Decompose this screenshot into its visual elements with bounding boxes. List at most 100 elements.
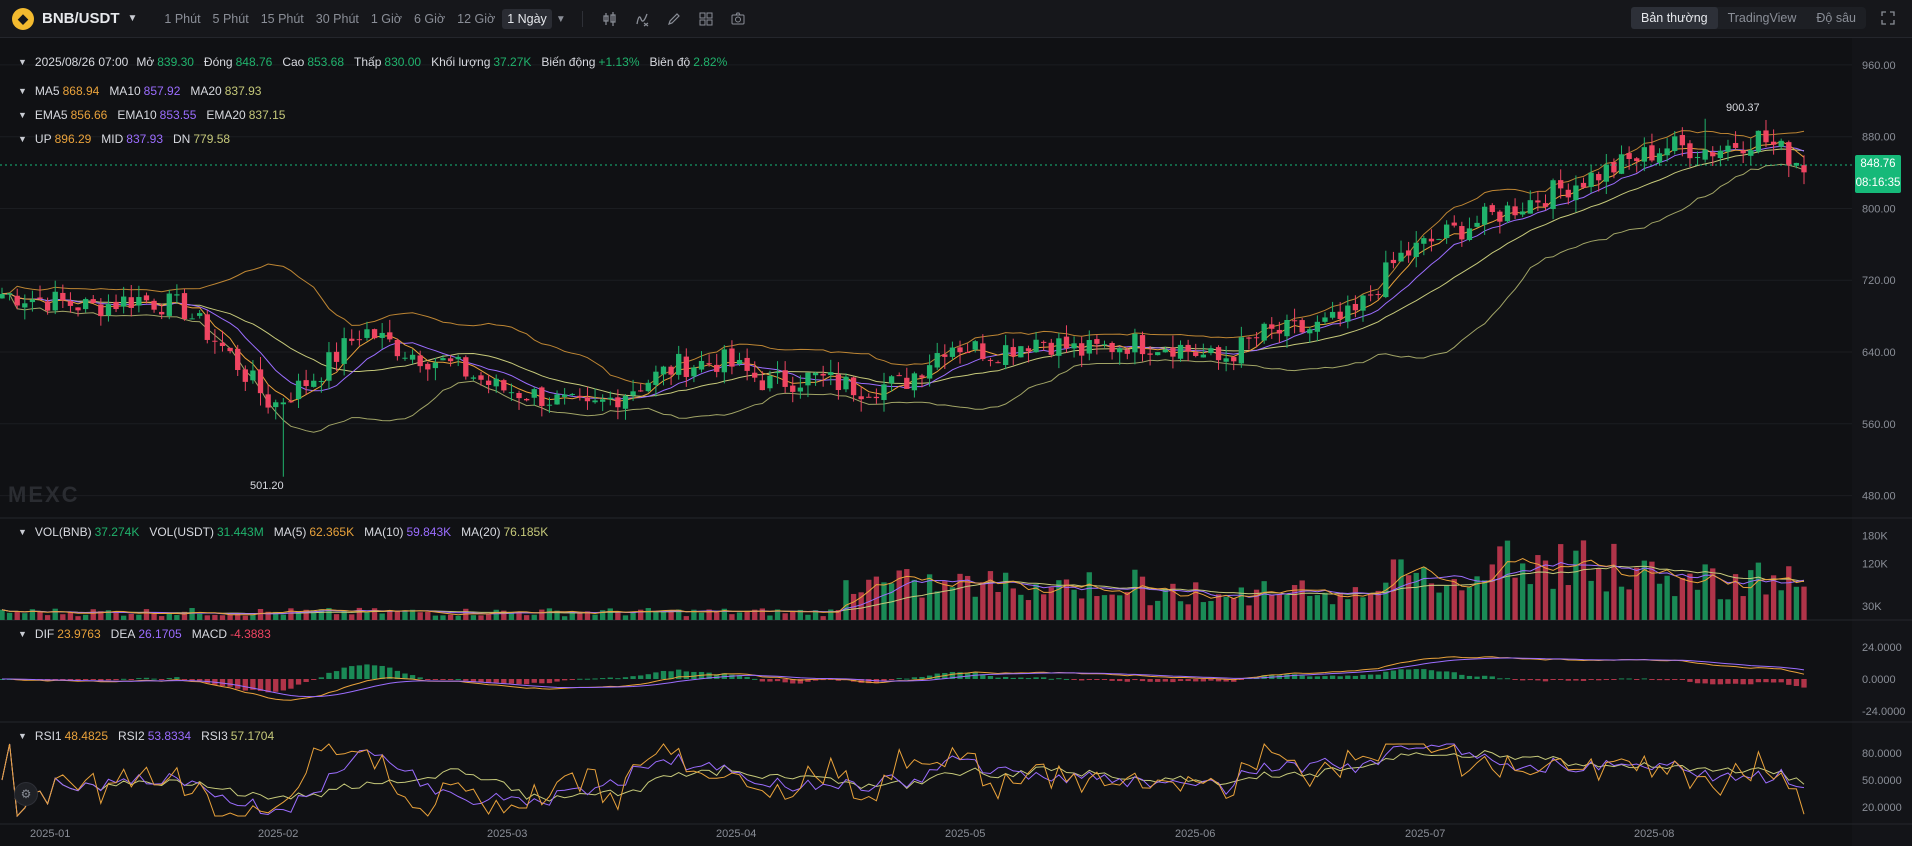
interval-1m[interactable]: 1 Phút	[164, 11, 201, 26]
candle-body	[409, 354, 416, 360]
candle-body	[949, 347, 956, 357]
macd-bar	[774, 679, 781, 682]
interval-dropdown-icon[interactable]: ▼	[555, 14, 566, 25]
candle-body	[1466, 228, 1473, 241]
candle-body	[1314, 321, 1321, 332]
ema-toggle-icon[interactable]: ▼	[18, 110, 27, 120]
macd-toggle-icon[interactable]: ▼	[18, 629, 27, 639]
candle-body	[1710, 152, 1716, 157]
vol-toggle-icon[interactable]: ▼	[18, 527, 27, 537]
macd-bar	[1375, 674, 1381, 679]
candle-body	[1033, 339, 1039, 353]
volume-bar	[615, 612, 621, 620]
candle-body	[197, 313, 203, 316]
rsi1-label: RSI1	[34, 729, 62, 743]
macd-bar	[904, 678, 910, 680]
macd-bar	[812, 679, 819, 681]
candle-body	[120, 296, 127, 307]
candle-body	[311, 380, 317, 387]
ma-toggle-icon[interactable]: ▼	[18, 86, 27, 96]
volume-bar	[159, 616, 165, 620]
macd-bar	[1345, 675, 1351, 679]
macd-bar	[417, 677, 423, 679]
view-tradingview[interactable]: TradingView	[1727, 11, 1797, 25]
candle-body	[1246, 337, 1252, 339]
candle-type-icon[interactable]	[601, 10, 619, 28]
volume-bar	[166, 613, 172, 620]
volume-bar	[1177, 601, 1184, 620]
interval-12h[interactable]: 12 Giờ	[457, 11, 496, 26]
volume-bar	[273, 611, 279, 620]
macd-bar	[493, 679, 499, 683]
chart-settings-icon[interactable]: ⚙	[14, 782, 38, 806]
camera-icon[interactable]	[729, 10, 747, 28]
candle-body	[706, 363, 712, 365]
fullscreen-icon[interactable]	[1880, 10, 1898, 28]
volume-bar	[120, 615, 127, 620]
dif-label: DIF	[34, 627, 55, 641]
kline-chart[interactable]: 960.00 880.00 800.00 720.00 640.00 560.00 480.…	[0, 38, 1912, 846]
volume-bar	[1710, 568, 1716, 620]
volume-bar	[364, 612, 370, 620]
volume-bar	[577, 613, 583, 620]
price-axis: 960.00 880.00 800.00 720.00 640.00 560.00 480.…	[1862, 60, 1905, 814]
time-tick: 2025-08	[1634, 828, 1674, 840]
boll-lower-line	[1, 163, 1805, 433]
candle-body	[1520, 211, 1526, 215]
volume-bar	[653, 611, 659, 620]
macd-bar	[326, 672, 332, 679]
draw-icon[interactable]	[665, 10, 683, 28]
candle-body	[143, 295, 150, 301]
macd-bar	[501, 679, 507, 684]
volume-bar	[706, 609, 712, 620]
macd-bar	[98, 679, 104, 681]
candle-body	[1770, 141, 1777, 145]
boll-toggle-icon[interactable]: ▼	[18, 134, 27, 144]
symbol-title[interactable]: BNB/USDT	[42, 10, 120, 27]
symbol-dropdown-icon[interactable]: ▼	[127, 13, 138, 24]
volume-bar	[174, 615, 180, 620]
volume-bar	[1185, 604, 1191, 620]
volume-bar	[1056, 580, 1062, 620]
candle-body	[1687, 143, 1693, 159]
legend-toggle-icon[interactable]: ▼	[18, 57, 27, 67]
candle-body	[1367, 294, 1374, 296]
candle-body	[843, 376, 849, 390]
candle-body	[1443, 224, 1450, 239]
candle-body	[1208, 348, 1214, 354]
macd-tick: 0.0000	[1862, 674, 1896, 686]
candle-body	[926, 365, 933, 379]
view-basic[interactable]: Bản thường	[1630, 7, 1718, 29]
tool-list	[601, 10, 747, 28]
candle-body	[607, 397, 613, 400]
interval-30m[interactable]: 30 Phút	[315, 11, 359, 26]
volume-bar	[455, 615, 461, 620]
time-tick: 2025-02	[258, 828, 298, 840]
volume-bar	[1117, 595, 1123, 620]
interval-15m[interactable]: 15 Phút	[260, 11, 304, 26]
volume-bar	[326, 608, 332, 620]
volume-bar	[29, 609, 36, 620]
macd-bar	[455, 678, 461, 680]
candle-body	[6, 293, 13, 295]
candle-body	[90, 299, 96, 303]
candle-body	[980, 343, 986, 360]
interval-5m[interactable]: 5 Phút	[212, 11, 249, 26]
indicator-icon[interactable]	[633, 10, 651, 28]
candle-body	[888, 376, 895, 384]
layout-icon[interactable]	[697, 10, 715, 28]
candle-body	[1398, 252, 1404, 262]
macd-bar	[1101, 679, 1108, 680]
interval-1h[interactable]: 1 Giờ	[370, 11, 402, 26]
interval-1d[interactable]: 1 Ngày	[502, 8, 552, 29]
boll-dn-label: DN	[173, 132, 191, 146]
interval-6h[interactable]: 6 Giờ	[414, 11, 446, 26]
volume-bar	[1603, 591, 1609, 620]
volume-bar	[942, 581, 948, 620]
rsi-toggle-icon[interactable]: ▼	[18, 731, 27, 741]
volume-bar	[1367, 593, 1374, 620]
view-depth[interactable]: Độ sâu	[1816, 11, 1856, 25]
macd-bar	[379, 665, 385, 679]
candle-body	[752, 372, 758, 378]
candle-body	[1451, 222, 1457, 226]
